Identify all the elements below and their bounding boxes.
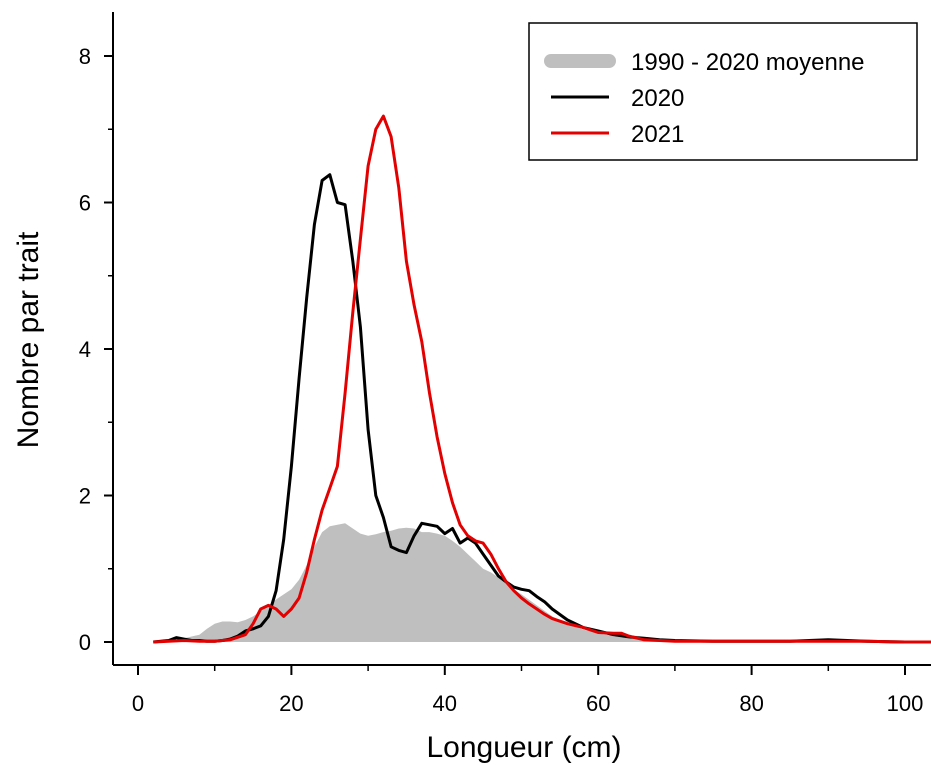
legend-label: 2020 xyxy=(631,85,684,112)
series-line-2021 xyxy=(153,114,931,644)
x-tick-label: 100 xyxy=(887,691,924,716)
x-tick-label: 40 xyxy=(433,691,457,716)
y-tick-label: 2 xyxy=(79,484,91,509)
y-tick-label: 8 xyxy=(79,44,91,69)
x-tick-label: 80 xyxy=(739,691,763,716)
x-tick-label: 20 xyxy=(279,691,303,716)
legend-label: 2021 xyxy=(631,121,684,148)
plot-area xyxy=(153,114,931,644)
y-tick-label: 4 xyxy=(79,337,91,362)
series-line-2020 xyxy=(153,173,931,644)
x-axis-title: Longueur (cm) xyxy=(426,731,621,764)
legend-label: 1990 - 2020 moyenne xyxy=(631,49,865,76)
y-tick-label: 0 xyxy=(79,630,91,655)
legend-box xyxy=(528,22,918,161)
y-axis-title: Nombre par trait xyxy=(12,231,45,448)
series-area-average xyxy=(153,523,931,642)
x-tick-label: 60 xyxy=(586,691,610,716)
x-tick-label: 0 xyxy=(132,691,144,716)
y-tick-label: 6 xyxy=(79,191,91,216)
legend: 1990 - 2020 moyenne 2020 2021 xyxy=(528,22,918,161)
